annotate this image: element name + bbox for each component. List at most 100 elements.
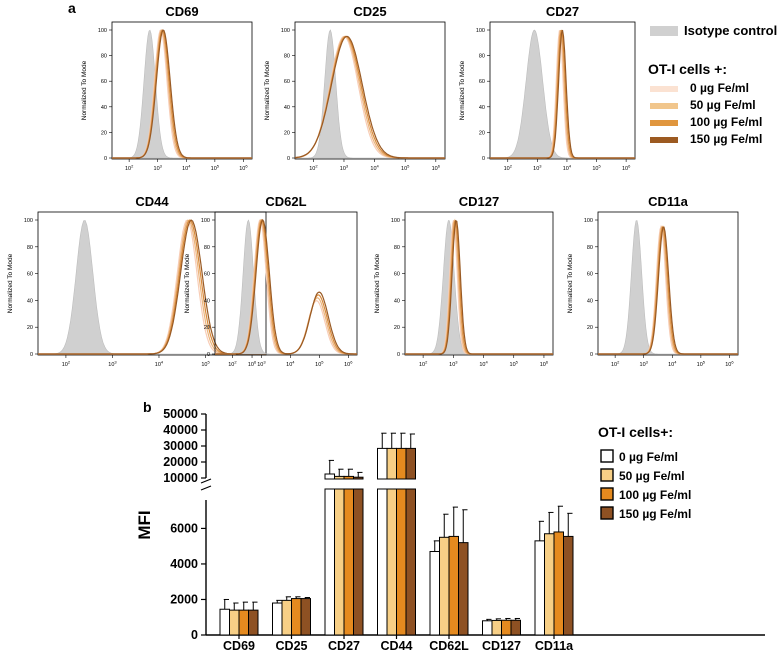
y-tick-label: 80	[101, 54, 107, 60]
y-tick-label: 40	[101, 105, 107, 111]
y-tick-label: 60	[101, 79, 107, 85]
bar-cd69-s0	[219, 608, 230, 636]
plot-frame	[404, 211, 554, 356]
isotype-label: Isotype control	[684, 23, 777, 38]
y-tick-label: 80	[394, 245, 400, 251]
sample-curve-3	[112, 29, 252, 159]
histogram-cd44: CD44 Normalized To Mode 0 20 40 60 80 100 102 103…	[7, 194, 267, 369]
legend-swatch	[650, 120, 678, 126]
plot-frame	[294, 21, 446, 160]
histogram-cd62l: CD62L Normalized To Mode 0 20 40 60 80 100 102 10…	[184, 194, 358, 369]
x-tick-label: 104	[286, 360, 295, 369]
bar-cd127-s2	[501, 619, 512, 636]
legend-entry: 100 µg Fe/ml	[619, 488, 691, 502]
x-tick-label: 103	[640, 360, 649, 369]
isotype-curve	[215, 219, 357, 355]
histogram-title: CD127	[459, 194, 499, 209]
isotype-swatch	[650, 26, 678, 36]
x-tick-label: 103	[533, 164, 542, 173]
histogram-title: CD62L	[265, 194, 306, 209]
y-tick-label: 40	[587, 298, 593, 304]
bar-cd44-s1-lower	[386, 488, 397, 636]
bar-cd27-s1-lower	[334, 488, 345, 636]
bar-cd44-s2-upper	[396, 447, 407, 480]
y-tick-label: 20	[284, 130, 290, 136]
y-tick-label: 20000	[163, 455, 198, 469]
y-tick-label: 20	[101, 130, 107, 136]
legend-swatch	[600, 449, 614, 463]
x-tick-label: 105	[401, 164, 410, 173]
x-tick-label: 103	[108, 360, 117, 369]
x-tick-label: CD11a	[535, 639, 574, 651]
histogram-title: CD27	[546, 4, 579, 19]
legend-entry: 0 µg Fe/ml	[690, 81, 749, 95]
bar-cd11a-s2	[553, 531, 564, 636]
bar-cd25-s1	[281, 599, 292, 636]
legend-entry: 50 µg Fe/ml	[690, 98, 756, 112]
y-tick-label: 20	[479, 130, 485, 136]
y-tick-label: 0	[397, 352, 400, 358]
y-tick-label: 0	[207, 352, 210, 358]
y-tick-label: 80	[587, 245, 593, 251]
x-tick-label: 103	[340, 164, 349, 173]
panel-a-legend: Isotype control OT-I cells +: 0 µg Fe/ml 50…	[648, 23, 777, 146]
y-axis-label: Normalized To Mode	[374, 253, 381, 313]
plot-frame	[214, 211, 358, 356]
x-tick-label: 106	[344, 360, 353, 369]
bar-cd44-s1-upper	[386, 447, 397, 480]
x-tick-label: 103	[449, 360, 458, 369]
x-tick-label: 104	[182, 164, 191, 173]
histogram-title: CD25	[353, 4, 386, 19]
plot-frame	[597, 211, 739, 356]
axis-break-mark	[200, 485, 212, 491]
y-tick-label: 0	[287, 156, 290, 162]
histogram-title: CD44	[135, 194, 169, 209]
sample-curve-2	[112, 29, 252, 159]
x-tick-label: 104	[370, 164, 379, 173]
isotype-curve	[405, 220, 553, 355]
x-tick-label: 104	[155, 360, 164, 369]
x-tick-label: 105	[201, 360, 210, 369]
sample-curve-1	[215, 219, 357, 355]
y-tick-label: 30000	[163, 439, 198, 453]
histogram-title: CD11a	[648, 194, 689, 209]
y-tick-label: 10000	[163, 471, 198, 485]
sample-curve-2	[405, 219, 553, 355]
histogram-cd11a: CD11a Normalized To Mode 0 20 40 60 80 100 102 10…	[567, 194, 739, 369]
y-axis-label: Normalized To Mode	[184, 253, 191, 313]
legend-swatch	[600, 506, 614, 520]
x-tick-label: 105	[510, 360, 519, 369]
legend-group-title: OT-I cells +:	[648, 61, 727, 77]
x-tick-label: 103	[154, 164, 163, 173]
y-tick-label: 20	[204, 325, 210, 331]
x-tick-label: CD44	[381, 639, 413, 651]
legend-swatch	[600, 468, 614, 482]
bar-chart: 0 2000 4000 6000 10000 20000 30000 40000 50000 MF…	[135, 407, 765, 653]
bar-cd27-s2-upper	[343, 475, 354, 480]
bar-cd127-s3	[510, 619, 521, 636]
sample-curve-1	[405, 218, 553, 355]
plot-frame	[111, 21, 253, 160]
legend-entry: 0 µg Fe/ml	[619, 450, 678, 464]
bar-cd11a-s1	[544, 533, 555, 636]
sample-curve-0	[112, 29, 252, 159]
x-tick-label: CD69	[223, 639, 255, 651]
y-axis-label: Normalized To Mode	[459, 60, 466, 120]
y-tick-label: 60	[587, 272, 593, 278]
y-tick-label: 80	[284, 54, 290, 60]
bar-cd27-s3-lower	[353, 488, 364, 636]
sample-curve-3	[405, 219, 553, 355]
legend-swatch	[600, 487, 614, 501]
x-tick-label: 104	[479, 360, 488, 369]
x-tick-label: 102	[62, 360, 71, 369]
y-tick-label: 60	[27, 272, 33, 278]
x-tick-label: 106	[725, 360, 734, 369]
y-tick-label: 100	[24, 218, 33, 224]
y-tick-label: 4000	[170, 557, 198, 571]
y-tick-label: 100	[201, 218, 210, 224]
bar-cd69-s3	[248, 609, 259, 636]
sample-curve-3	[598, 226, 738, 355]
sample-curve-3	[294, 35, 445, 159]
bar-cd69-s2	[238, 609, 249, 636]
